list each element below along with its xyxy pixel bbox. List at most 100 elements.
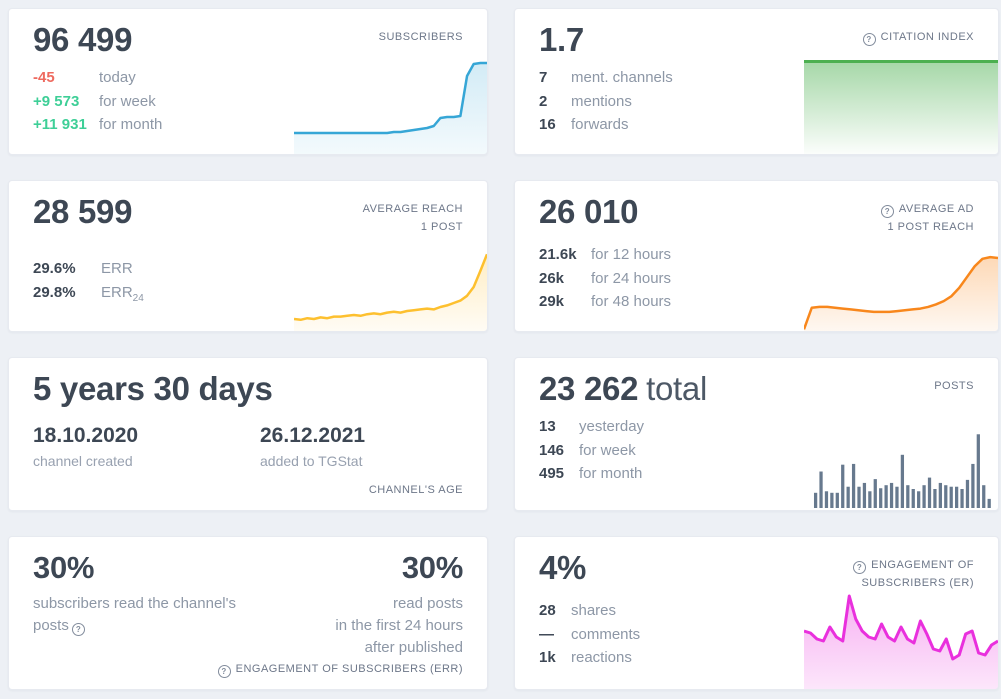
- stat-row-comments: — comments: [539, 626, 998, 650]
- engagement-er-label-line1: ENGAGEMENT OF: [853, 556, 974, 574]
- posts-month-value: 495: [539, 465, 565, 483]
- average-ad-reach-value: 26 010: [539, 193, 639, 230]
- err-left-value: 30%: [33, 550, 95, 585]
- reactions-value: 1k: [539, 649, 556, 667]
- engagement-err-card-label: ENGAGEMENT OF SUBSCRIBERS (ERR): [217, 660, 463, 678]
- channel-age-card-label: CHANNEL'S AGE: [368, 484, 463, 496]
- shares-value: 28: [539, 602, 556, 620]
- help-icon[interactable]: [853, 561, 867, 574]
- stat-label: for week: [579, 441, 636, 459]
- average-ad-reach-card-label: AVERAGE AD 1 POST REACH: [880, 200, 974, 236]
- stat-label: for 48 hours: [591, 293, 672, 311]
- reach-24h-value: 26k: [539, 269, 565, 287]
- stat-label: for month: [99, 116, 163, 134]
- stat-row-week: +9 573 for week: [33, 93, 487, 117]
- posts-total: 23 262 total: [539, 370, 998, 407]
- engagement-er-card: ENGAGEMENT OF SUBSCRIBERS (ER) 4% 28 sha…: [514, 536, 999, 690]
- subscribers-week-delta: +9 573: [33, 92, 80, 110]
- engagement-er-card-label: ENGAGEMENT OF SUBSCRIBERS (ER): [853, 556, 974, 592]
- stat-row-today: -45 today: [33, 69, 487, 93]
- stat-row-month: +11 931 for month: [33, 116, 487, 140]
- dashboard-grid: SUBSCRIBERS 96 499 -45 today +9 573 for …: [8, 8, 999, 690]
- posts-card: POSTS 23 262 total 13 yesterday 146 for w…: [514, 357, 999, 511]
- engagement-er-stats: 28 shares — comments 1k reactions: [539, 602, 998, 673]
- engagement-er-value: 4%: [539, 549, 587, 586]
- posts-week-value: 146: [539, 441, 565, 459]
- stat-row-month: 495 for month: [539, 465, 998, 489]
- stat-label: shares: [571, 602, 617, 620]
- average-ad-reach-card: AVERAGE AD 1 POST REACH 26 010 21.6k for…: [514, 180, 999, 332]
- stat-label: ment. channels: [571, 69, 673, 87]
- posts-yesterday-value: 13: [539, 418, 556, 436]
- average-ad-label-line2: 1 POST REACH: [887, 221, 974, 233]
- stat-row-mentions: 2 mentions: [539, 93, 998, 117]
- err24-value: 29.8%: [33, 283, 76, 301]
- average-reach-card: AVERAGE REACH 1 POST 28 599 29.6% ERR 29…: [8, 180, 488, 332]
- err-left-description: subscribers read the channel's posts: [33, 593, 236, 637]
- forwards-value: 16: [539, 116, 556, 134]
- average-reach-card-label: AVERAGE REACH 1 POST: [363, 200, 463, 236]
- average-reach-label-line2: 1 POST: [420, 221, 463, 233]
- average-reach-sparkline-chart: [294, 251, 487, 331]
- engagement-er-label-line2: SUBSCRIBERS (ER): [861, 577, 974, 589]
- citation-index-value: 1.7: [539, 21, 584, 58]
- stat-row-forwards: 16 forwards: [539, 116, 998, 140]
- added-to-tgstat-label: added to TGStat: [260, 453, 363, 470]
- stat-label: yesterday: [579, 418, 645, 436]
- mentions-value: 2: [539, 92, 548, 110]
- subscribers-card: SUBSCRIBERS 96 499 -45 today +9 573 for …: [8, 8, 488, 155]
- stat-row-week: 146 for week: [539, 442, 998, 466]
- average-ad-reach-stats: 21.6k for 12 hours 26k for 24 hours 29k …: [539, 246, 998, 317]
- average-ad-label-line1: AVERAGE AD: [880, 200, 974, 218]
- help-icon[interactable]: [71, 623, 85, 636]
- engagement-err-columns: 30% subscribers read the channel's posts…: [33, 550, 463, 659]
- subscribers-month-delta: +11 931: [33, 116, 87, 134]
- stat-row-ment-channels: 7 ment. channels: [539, 69, 998, 93]
- stat-label: forwards: [571, 116, 629, 134]
- channel-age-value: 5 years 30 days: [33, 370, 273, 407]
- err-left-col: 30% subscribers read the channel's posts: [33, 550, 236, 659]
- help-icon[interactable]: [880, 205, 894, 218]
- stat-row-yesterday: 13 yesterday: [539, 418, 998, 442]
- posts-total-suffix: total: [646, 370, 708, 407]
- average-ad-reach-sparkline-chart: [804, 248, 998, 331]
- average-reach-value: 28 599: [33, 193, 133, 230]
- stat-row-shares: 28 shares: [539, 602, 998, 626]
- stat-row-48h: 29k for 48 hours: [539, 293, 998, 317]
- citation-index-card: CITATION INDEX 1.7 7 ment. channels 2 me…: [514, 8, 999, 155]
- engagement-er-sparkline-chart: [804, 589, 998, 689]
- channel-age-card: 5 years 30 days 18.10.2020 channel creat…: [8, 357, 488, 511]
- stat-row-12h: 21.6k for 12 hours: [539, 246, 998, 270]
- engagement-err-card: 30% subscribers read the channel's posts…: [8, 536, 488, 690]
- stat-label: comments: [571, 625, 641, 643]
- posts-card-label: POSTS: [934, 380, 974, 392]
- help-icon[interactable]: [862, 33, 876, 46]
- posts-bar-chart: [813, 434, 991, 508]
- channel-created-col: 18.10.2020 channel created: [33, 424, 260, 469]
- channel-created-date: 18.10.2020: [33, 424, 139, 448]
- average-reach-label-line1: AVERAGE REACH: [362, 203, 463, 215]
- help-icon[interactable]: [217, 665, 231, 678]
- subscribers-sparkline-chart: [294, 54, 487, 154]
- stat-row-24h: 26k for 24 hours: [539, 270, 998, 294]
- comments-value: —: [539, 625, 554, 643]
- subscribers-card-label: SUBSCRIBERS: [378, 31, 463, 43]
- channel-dates: 18.10.2020 channel created 26.12.2021 ad…: [33, 424, 487, 469]
- subscribers-count: 96 499: [33, 21, 133, 58]
- subscribers-today-delta: -45: [33, 69, 55, 87]
- stat-label: for 12 hours: [591, 246, 672, 264]
- stat-label: today: [99, 69, 136, 87]
- stat-label: reactions: [571, 649, 632, 667]
- citation-index-card-label: CITATION INDEX: [862, 28, 974, 46]
- err-right-col: 30% read posts in the first 24 hours aft…: [335, 550, 463, 659]
- stat-label: for 24 hours: [591, 269, 672, 287]
- stat-label: ERR: [101, 260, 133, 278]
- citation-stats: 7 ment. channels 2 mentions 16 forwards: [539, 69, 998, 140]
- err-right-value: 30%: [401, 550, 463, 585]
- stat-row-err: 29.6% ERR: [33, 260, 487, 284]
- citation-index-sparkline-chart: [804, 56, 998, 154]
- average-reach-stats: 29.6% ERR 29.8% ERR 24: [33, 260, 487, 307]
- err24-subscript: 24: [132, 292, 144, 304]
- added-to-tgstat-date: 26.12.2021: [260, 424, 366, 448]
- err-value: 29.6%: [33, 260, 76, 278]
